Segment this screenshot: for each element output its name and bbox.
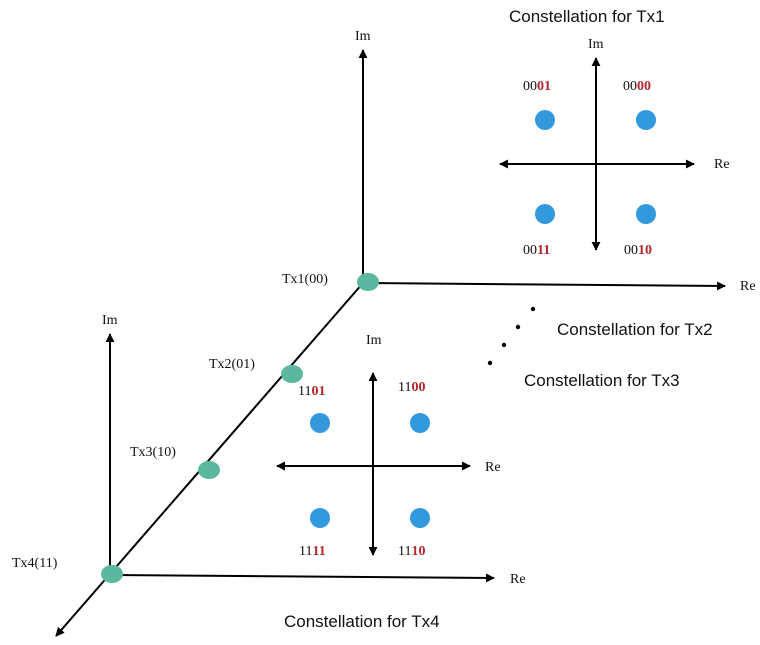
tx1-constellation: Constellation for Tx1 Im Re 0001 0000 00…	[499, 7, 730, 258]
tx1-bits-11: 0011	[523, 243, 550, 258]
tx4-im-label: Im	[366, 333, 382, 348]
left-re-label: Re	[510, 572, 526, 587]
left-im-label: Im	[102, 313, 118, 328]
tx4-bits-11: 1111	[299, 544, 326, 559]
ellipsis-dot	[501, 342, 507, 348]
tx2-constellation-title: Constellation for Tx2	[557, 320, 713, 339]
diagonal-tx-axis	[55, 282, 364, 637]
tx4-label: Tx4(11)	[12, 556, 58, 571]
tx1-symbol-10	[636, 204, 656, 224]
ellipsis-dot	[487, 360, 493, 366]
main-axes: Im Re	[55, 29, 756, 637]
tx1-symbol-01	[535, 110, 555, 130]
main-im-label: Im	[355, 29, 371, 44]
tx1-symbol-00	[636, 110, 656, 130]
tx4-constellation: Constellation for Tx4 Im Re 1101 1100 11…	[276, 333, 501, 631]
ellipsis-dot	[515, 324, 521, 330]
tx3-constellation-title: Constellation for Tx3	[524, 371, 680, 390]
tx3-label: Tx3(10)	[130, 445, 176, 460]
tx1-bits-00: 0000	[623, 79, 651, 94]
tx1-re-label: Re	[714, 157, 730, 172]
ellipsis-dot	[530, 306, 536, 312]
tx4-bits-00: 1100	[398, 380, 425, 395]
left-re-axis	[109, 573, 495, 583]
tx4-symbol-10	[410, 508, 430, 528]
ellipsis-dots	[487, 306, 536, 366]
tx4-bits-10: 1110	[398, 544, 425, 559]
tx1-label: Tx1(00)	[282, 272, 328, 287]
tx4-symbol-01	[310, 413, 330, 433]
left-axes: Im Re	[102, 313, 526, 587]
tx1-constellation-title: Constellation for Tx1	[509, 7, 665, 26]
tx2-point	[281, 365, 303, 383]
main-re-label: Re	[740, 279, 756, 294]
main-re-axis	[362, 281, 726, 291]
tx1-point	[357, 273, 379, 291]
tx4-symbol-11	[310, 508, 330, 528]
tx4-constellation-title: Constellation for Tx4	[284, 612, 440, 631]
tx4-symbol-00	[410, 413, 430, 433]
tx1-bits-01: 0001	[523, 79, 551, 94]
tx1-im-label: Im	[588, 37, 604, 52]
tx4-bits-01: 1101	[298, 384, 325, 399]
tx-points: Tx1(00) Tx2(01) Tx3(10) Tx4(11)	[12, 272, 379, 583]
tx4-point	[101, 565, 123, 583]
tx1-bits-10: 0010	[624, 243, 652, 258]
tx3-point	[198, 461, 220, 479]
tx1-symbol-11	[535, 204, 555, 224]
tx4-re-label: Re	[485, 460, 501, 475]
tx2-label: Tx2(01)	[209, 357, 255, 372]
